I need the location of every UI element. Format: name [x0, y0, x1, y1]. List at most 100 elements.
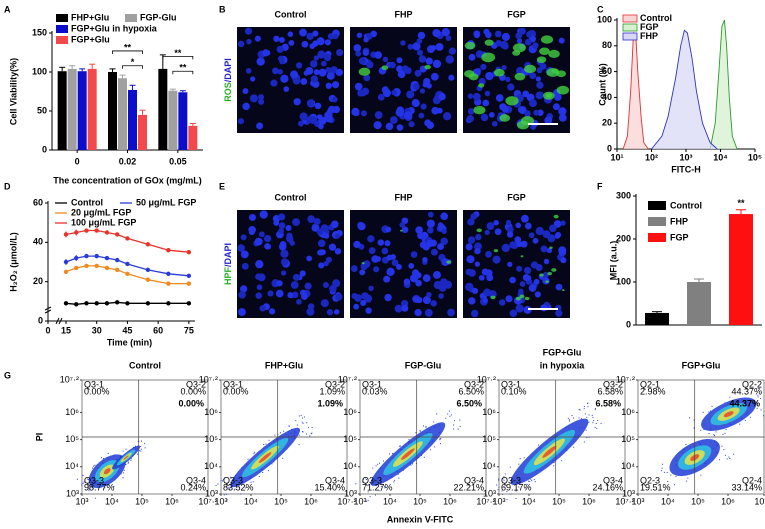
event-dot [518, 463, 520, 465]
nucleus [523, 305, 532, 314]
nucleus [332, 279, 341, 288]
histogram-curve [709, 19, 738, 150]
panel-letter: F [597, 181, 603, 191]
event-dot [580, 418, 582, 420]
event-dot [588, 414, 590, 416]
nucleus [443, 112, 452, 121]
quadrant-percent: 19.51% [640, 482, 671, 492]
nucleus [299, 112, 308, 121]
x-tick-label: 0.05 [169, 156, 187, 166]
image-title: FHP [395, 192, 413, 202]
nucleus [244, 27, 253, 35]
y-tick-label: 10⁴ [621, 461, 635, 471]
green-signal [520, 255, 524, 258]
stain-label-part: /DAPI [223, 243, 233, 267]
nucleus [335, 293, 343, 301]
event-dot [362, 478, 364, 480]
nucleus [427, 211, 434, 218]
nucleus [249, 94, 258, 103]
event-dot [394, 479, 396, 481]
event-dot [91, 487, 93, 489]
nucleus [426, 219, 435, 228]
legend-label: 100 μg/mL FGP [71, 217, 136, 227]
point [94, 228, 99, 233]
nucleus [278, 213, 286, 221]
nucleus [268, 308, 276, 315]
nucleus [240, 234, 247, 241]
x-tick-label: 10⁵ [552, 496, 566, 506]
nucleus [366, 60, 374, 69]
nucleus [401, 304, 409, 312]
event-dot [594, 426, 596, 428]
nucleus [360, 299, 367, 307]
nucleus [420, 103, 427, 110]
image-title: FHP [395, 9, 413, 19]
nucleus [258, 94, 265, 101]
event-dot [230, 476, 232, 478]
nucleus [509, 241, 517, 249]
nucleus [363, 74, 371, 82]
event-dot [662, 463, 664, 465]
nucleus [493, 219, 499, 226]
event-dot [310, 433, 312, 435]
nucleus [363, 37, 369, 43]
point [114, 257, 120, 263]
x-tick-label: 10⁶ [721, 496, 735, 506]
event-dot [274, 434, 276, 436]
density-blob [103, 468, 111, 475]
event-dot [311, 432, 313, 434]
nucleus [499, 40, 508, 49]
point [84, 228, 89, 233]
nucleus [506, 226, 514, 234]
plot-title: Control [129, 360, 161, 370]
histogram-curve [651, 29, 718, 150]
nucleus [438, 92, 446, 101]
y-axis-label: Count (%) [597, 63, 607, 106]
nucleus [320, 249, 326, 256]
nucleus [478, 77, 486, 86]
nucleus [367, 235, 375, 243]
density-blob [723, 411, 734, 418]
nucleus [482, 99, 490, 107]
nucleus [404, 111, 413, 120]
green-signal [548, 49, 560, 58]
green-signal [361, 262, 365, 265]
event-dot [355, 483, 357, 485]
event-dot [596, 427, 598, 429]
nucleus [237, 244, 245, 252]
y-tick-label: 0 [42, 144, 47, 154]
event-dot [108, 484, 110, 486]
x-tick-label: 10⁴ [713, 152, 727, 162]
nucleus [534, 291, 541, 298]
nucleus [408, 263, 415, 269]
event-dot [267, 470, 269, 472]
x-tick-label: 10² [645, 152, 658, 162]
green-signal [561, 289, 565, 292]
nucleus [331, 220, 339, 229]
event-dot [134, 445, 136, 447]
nucleus [520, 240, 528, 248]
nucleus [397, 70, 406, 79]
event-dot [364, 477, 366, 479]
nucleus [555, 309, 563, 317]
x-tick-label: 10⁵ [135, 496, 149, 506]
nucleus [277, 69, 283, 75]
point [186, 281, 192, 286]
legend-label: FHP [670, 216, 688, 226]
event-dot [301, 421, 303, 423]
event-dot [380, 485, 382, 487]
event-dot [439, 439, 441, 441]
event-dot [713, 434, 715, 436]
nucleus [422, 274, 431, 282]
nucleus [417, 31, 426, 40]
green-signal [514, 72, 526, 81]
highlight-percent: 6.58% [595, 398, 621, 408]
nucleus [432, 28, 441, 38]
quadrant-percent: 0.00% [84, 386, 110, 396]
legend-label: FGP [670, 232, 689, 242]
event-dot [501, 490, 503, 492]
legend-label: FGP+Glu in hypoxia [71, 23, 158, 33]
plot-title: FHP+Glu [265, 360, 303, 370]
nucleus [484, 90, 491, 97]
panel-letter: B [219, 4, 226, 14]
